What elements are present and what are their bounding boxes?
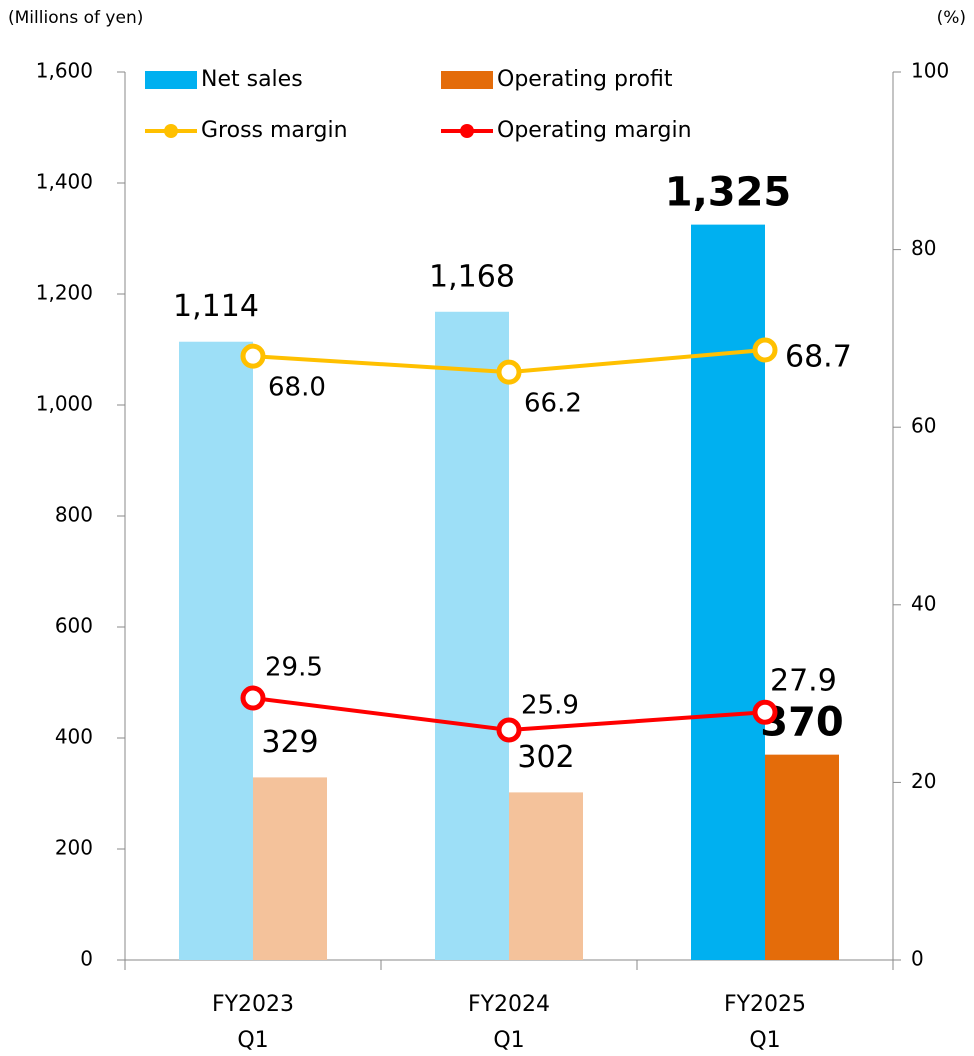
legend-marker — [460, 124, 474, 138]
y-tick-label: 400 — [55, 725, 93, 749]
marker — [240, 685, 266, 711]
marker — [752, 699, 778, 725]
value-label: 68.7 — [785, 339, 852, 374]
value-label: 27.9 — [770, 664, 837, 699]
x-tick-label: FY2023 Q1 — [212, 992, 294, 1053]
y-tick-label: 800 — [55, 503, 93, 527]
y-tick-label: 1,600 — [36, 59, 93, 83]
bar — [179, 341, 253, 961]
value-label: 25.9 — [521, 691, 579, 721]
bar — [253, 777, 327, 960]
legend-swatch — [441, 71, 493, 89]
y2-tick-label: 0 — [911, 947, 924, 971]
bar — [765, 754, 839, 960]
value-label: 66.2 — [524, 389, 582, 419]
legend-marker — [164, 124, 178, 138]
x-tick-label: FY2024 Q1 — [468, 992, 550, 1053]
legend-label: Net sales — [201, 67, 303, 92]
y-tick-label: 0 — [80, 947, 93, 971]
marker — [496, 359, 522, 385]
y2-tick-label: 60 — [911, 414, 936, 438]
bar — [435, 311, 509, 960]
bar — [509, 792, 583, 960]
y2-tick-label: 100 — [911, 59, 949, 83]
y2-tick-label: 20 — [911, 769, 936, 793]
value-label: 1,168 — [429, 259, 515, 294]
value-label: 68.0 — [268, 373, 326, 403]
y-axis-label: (Millions of yen) — [8, 8, 143, 28]
legend-swatch — [145, 71, 197, 89]
legend-label: Operating profit — [497, 67, 673, 92]
y-tick-label: 200 — [55, 836, 93, 860]
y2-axis-label: (%) — [937, 8, 966, 28]
marker — [240, 343, 266, 369]
value-label: 29.5 — [265, 653, 323, 683]
value-label: 1,325 — [665, 170, 792, 216]
legend-label: Gross margin — [201, 118, 348, 143]
legend-label: Operating margin — [497, 118, 692, 143]
value-label: 1,114 — [173, 289, 259, 324]
x-tick-label: FY2025 Q1 — [724, 992, 806, 1053]
bar — [691, 224, 765, 960]
y2-tick-label: 40 — [911, 591, 936, 615]
value-label: 329 — [261, 725, 318, 760]
y2-tick-label: 80 — [911, 236, 936, 260]
marker — [496, 717, 522, 743]
y-tick-label: 1,000 — [36, 392, 93, 416]
marker — [752, 337, 778, 363]
y-tick-label: 1,200 — [36, 281, 93, 305]
y-tick-label: 600 — [55, 614, 93, 638]
y-tick-label: 1,400 — [36, 170, 93, 194]
value-label: 302 — [517, 740, 574, 775]
